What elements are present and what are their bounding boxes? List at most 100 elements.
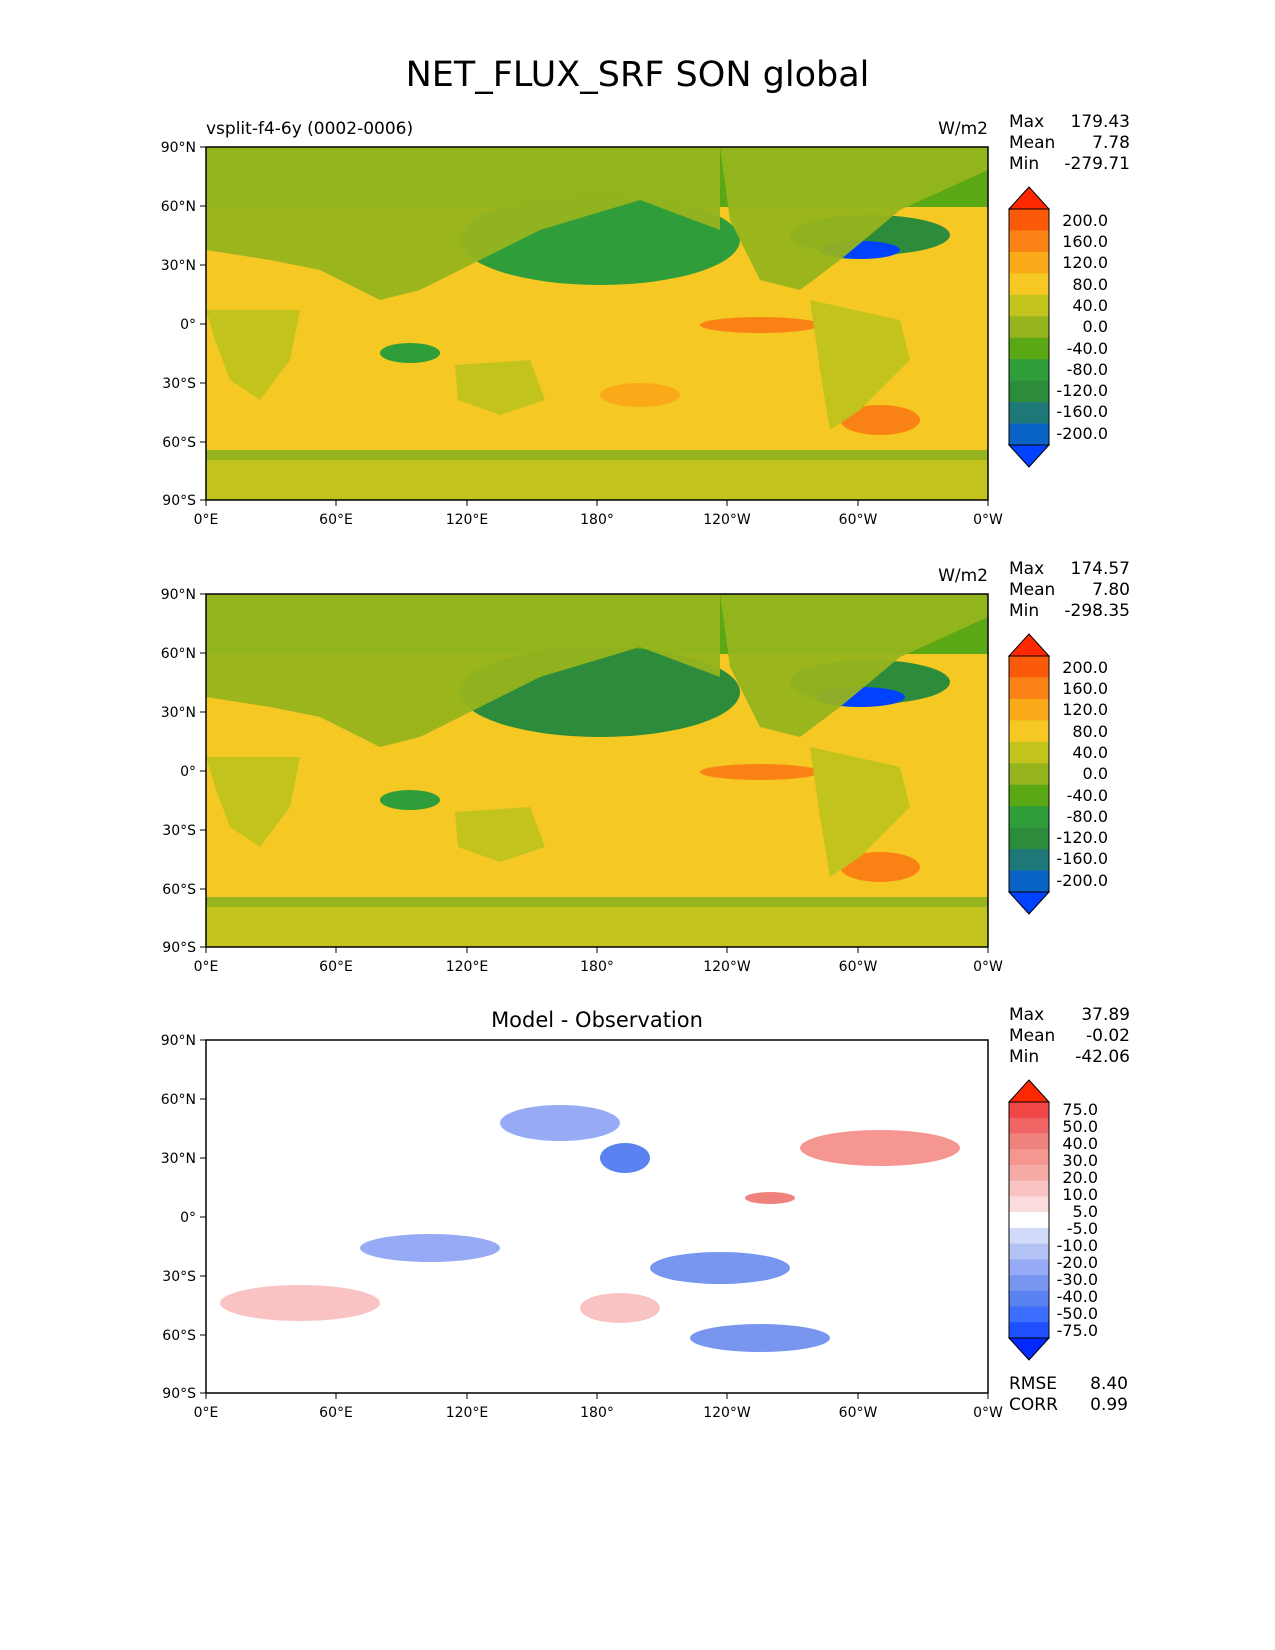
stat-min-value: -279.71 [1064,154,1130,174]
colorbar-extend-max [1007,1079,1051,1103]
colorbar-swatch [1009,1196,1049,1213]
map-area [205,1039,989,1394]
panel-subtitle-left: vsplit-f4-6y (0002-0006) [206,119,413,139]
colorbar-swatch [1009,763,1049,786]
colorbar-swatch [1009,1275,1049,1292]
lat-tick-label: 60°S [162,882,196,898]
lat-ticks: 90°N 60°N 30°N 0° 30°S 60°S 90°S [161,587,206,956]
colorbar-label: -40.0 [1057,1287,1098,1306]
colorbar-swatch [1009,698,1049,721]
lon-tick-label: 60°W [839,959,878,975]
colorbar-swatch [1009,1243,1049,1260]
lat-tick-label: 30°S [162,376,196,392]
stat-max-label: Max [1009,112,1044,132]
lon-tick-label: 120°E [446,1405,489,1421]
colorbar-swatch [1009,423,1049,446]
colorbar-swatch [1009,316,1049,339]
colorbar-label: -30.0 [1057,1270,1098,1289]
colorbar-label: -160.0 [1056,849,1108,868]
stat-max-label: Max [1009,1005,1044,1025]
colorbar-swatch [1009,359,1049,382]
panel-difference: Model - Observation 90°N 60°N 30°N 0° 30… [161,1005,1130,1421]
figure-title: NET_FLUX_SRF SON global [405,55,870,95]
stats-block: Max 179.43 Mean 7.78 Min -279.71 [1009,112,1130,174]
lon-ticks: 0°E 60°E 120°E 180° 120°W 60°W 0°W [194,500,1003,528]
lon-tick-label: 120°E [446,959,489,975]
lat-tick-label: 90°N [161,1033,196,1049]
colorbar-swatch [1009,1322,1049,1339]
colorbar-swatch [1009,273,1049,296]
stat-min-label: Min [1009,154,1039,174]
lat-tick-label: 0° [180,1210,196,1226]
colorbar-label: -40.0 [1067,786,1108,805]
colorbar-label: 5.0 [1073,1202,1098,1221]
colorbar-swatch [1009,1290,1049,1308]
colorbar-swatch [1009,1259,1049,1276]
lon-tick-label: 120°W [703,959,751,975]
colorbar-swatch [1009,827,1049,850]
colorbar-label: -80.0 [1067,360,1108,379]
lat-tick-label: 30°S [162,823,196,839]
colorbar-label: 200.0 [1062,211,1108,230]
colorbar-swatch [1009,1117,1049,1134]
colorbar: 75.0 50.0 40.0 30.0 20.0 10.0 5.0 -5.0 -… [1007,1079,1098,1361]
colorbar-label: 160.0 [1062,232,1108,251]
stat-max-value: 37.89 [1081,1005,1130,1025]
lon-tick-label: 60°W [839,512,878,528]
colorbar-label: -10.0 [1057,1236,1098,1255]
colorbar-label: 50.0 [1062,1117,1098,1136]
lon-tick-label: 120°W [703,1405,751,1421]
stats-block: Max 37.89 Mean -0.02 Min -42.06 [1009,1005,1130,1067]
colorbar-swatch [1009,870,1049,893]
stat-min-label: Min [1009,601,1039,621]
colorbar: 200.0 160.0 120.0 80.0 40.0 0.0 -40.0 -8… [1007,186,1108,468]
lon-tick-label: 60°E [319,959,353,975]
lon-ticks: 0°E 60°E 120°E 180° 120°W 60°W 0°W [194,947,1003,975]
lon-tick-label: 180° [580,1405,614,1421]
colorbar-label: -75.0 [1057,1321,1098,1340]
stat-min-label: Min [1009,1047,1039,1067]
colorbar-label: 0.0 [1083,317,1108,336]
lat-tick-label: 30°N [161,258,196,274]
colorbar-label: 160.0 [1062,679,1108,698]
lat-tick-label: 30°S [162,1269,196,1285]
lat-tick-label: 90°N [161,140,196,156]
colorbar-swatch [1009,1133,1049,1150]
colorbar-label: 40.0 [1062,1134,1098,1153]
panel-reference: W/m2 90°N 60°N 30°N 0° 30°S 60°S 90°S 0°… [161,559,1130,975]
colorbar-label: 120.0 [1062,253,1108,272]
colorbar-swatch [1009,209,1049,231]
colorbar-swatch [1009,337,1049,360]
stat-mean-value: -0.02 [1086,1026,1130,1046]
stat-max-label: Max [1009,559,1044,579]
colorbar-label: 120.0 [1062,700,1108,719]
stat-mean-label: Mean [1009,580,1055,600]
map-area [205,593,989,948]
colorbar-label: -200.0 [1056,871,1108,890]
lon-tick-label: 60°E [319,512,353,528]
colorbar-label: 40.0 [1072,296,1108,315]
colorbar-swatch [1009,1102,1049,1119]
colorbar-extend-max [1007,633,1051,657]
map-area [205,146,989,501]
colorbar-label: 30.0 [1062,1151,1098,1170]
lat-tick-label: 0° [180,764,196,780]
panel-units: W/m2 [938,119,988,139]
colorbar-label: -120.0 [1056,381,1108,400]
stat-corr-value: 0.99 [1090,1395,1128,1415]
lon-tick-label: 120°W [703,512,751,528]
stat-min-value: -298.35 [1064,601,1130,621]
lon-tick-label: 0°W [973,959,1003,975]
colorbar-swatch [1009,656,1049,678]
lat-tick-label: 90°S [162,940,196,956]
stat-rmse-value: 8.40 [1090,1374,1128,1394]
stats-block: Max 174.57 Mean 7.80 Min -298.35 [1009,559,1130,621]
colorbar-label: 10.0 [1062,1185,1098,1204]
colorbar-swatch [1009,1227,1049,1245]
colorbar-frame [1008,1101,1050,1339]
colorbar-label: -160.0 [1056,402,1108,421]
colorbar-swatch [1009,1306,1049,1323]
stat-corr-label: CORR [1009,1395,1058,1415]
lat-tick-label: 60°N [161,199,196,215]
colorbar-label: 80.0 [1072,722,1108,741]
